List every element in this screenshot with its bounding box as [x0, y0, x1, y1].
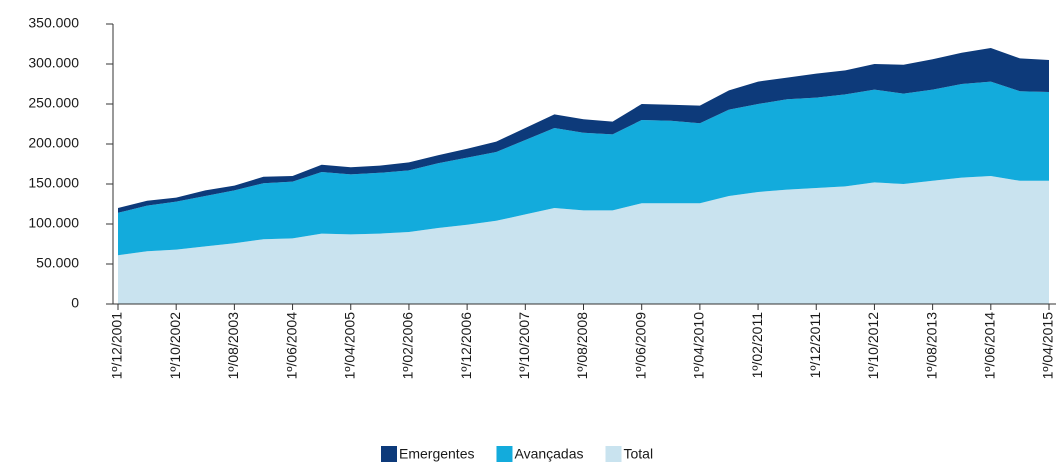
area: [118, 176, 1049, 304]
legend-label: Emergentes: [399, 446, 474, 462]
area: [118, 81, 1049, 256]
y-tick-label: 300.000: [28, 55, 79, 71]
y-tick-label: 0: [71, 295, 79, 311]
x-tick-label: 1º/06/2014: [982, 312, 998, 380]
x-tick-label: 1º/12/2011: [807, 312, 823, 379]
legend-swatch: [605, 446, 622, 462]
x-tick-label: 1º/04/2015: [1040, 312, 1056, 380]
y-tick-label: 150.000: [28, 175, 79, 191]
x-tick-label: 1º/08/2008: [574, 312, 590, 380]
y-tick-label: 100.000: [28, 215, 79, 231]
x-tick-label: 1º/08/2013: [923, 312, 939, 380]
y-tick-label: 200.000: [28, 135, 79, 151]
x-tick-label: 1º/02/2011: [749, 312, 765, 379]
x-tick-label: 1º/10/2002: [167, 312, 183, 380]
legend-label: Total: [624, 446, 654, 462]
legend-label: Avançadas: [514, 446, 583, 462]
x-tick-label: 1º/12/2006: [458, 312, 474, 380]
x-tick-label: 1º/12/2001: [109, 312, 125, 380]
x-tick-label: 1º/02/2006: [400, 312, 416, 380]
y-tick-label: 250.000: [28, 95, 79, 111]
x-tick-label: 1º/04/2005: [341, 312, 357, 380]
x-tick-label: 1º/08/2003: [225, 312, 241, 380]
area: [118, 48, 1049, 213]
y-tick-label: 50.000: [36, 255, 79, 271]
x-tick-label: 1º/10/2007: [516, 312, 532, 380]
y-tick-label: 350.000: [28, 15, 79, 31]
legend-swatch: [496, 446, 513, 462]
x-tick-label: 1º/06/2009: [632, 312, 648, 380]
x-tick-label: 1º/10/2012: [865, 312, 881, 380]
x-tick-label: 1º/06/2004: [283, 312, 299, 380]
x-tick-label: 1º/04/2010: [691, 312, 707, 380]
legend-swatch: [381, 446, 397, 462]
